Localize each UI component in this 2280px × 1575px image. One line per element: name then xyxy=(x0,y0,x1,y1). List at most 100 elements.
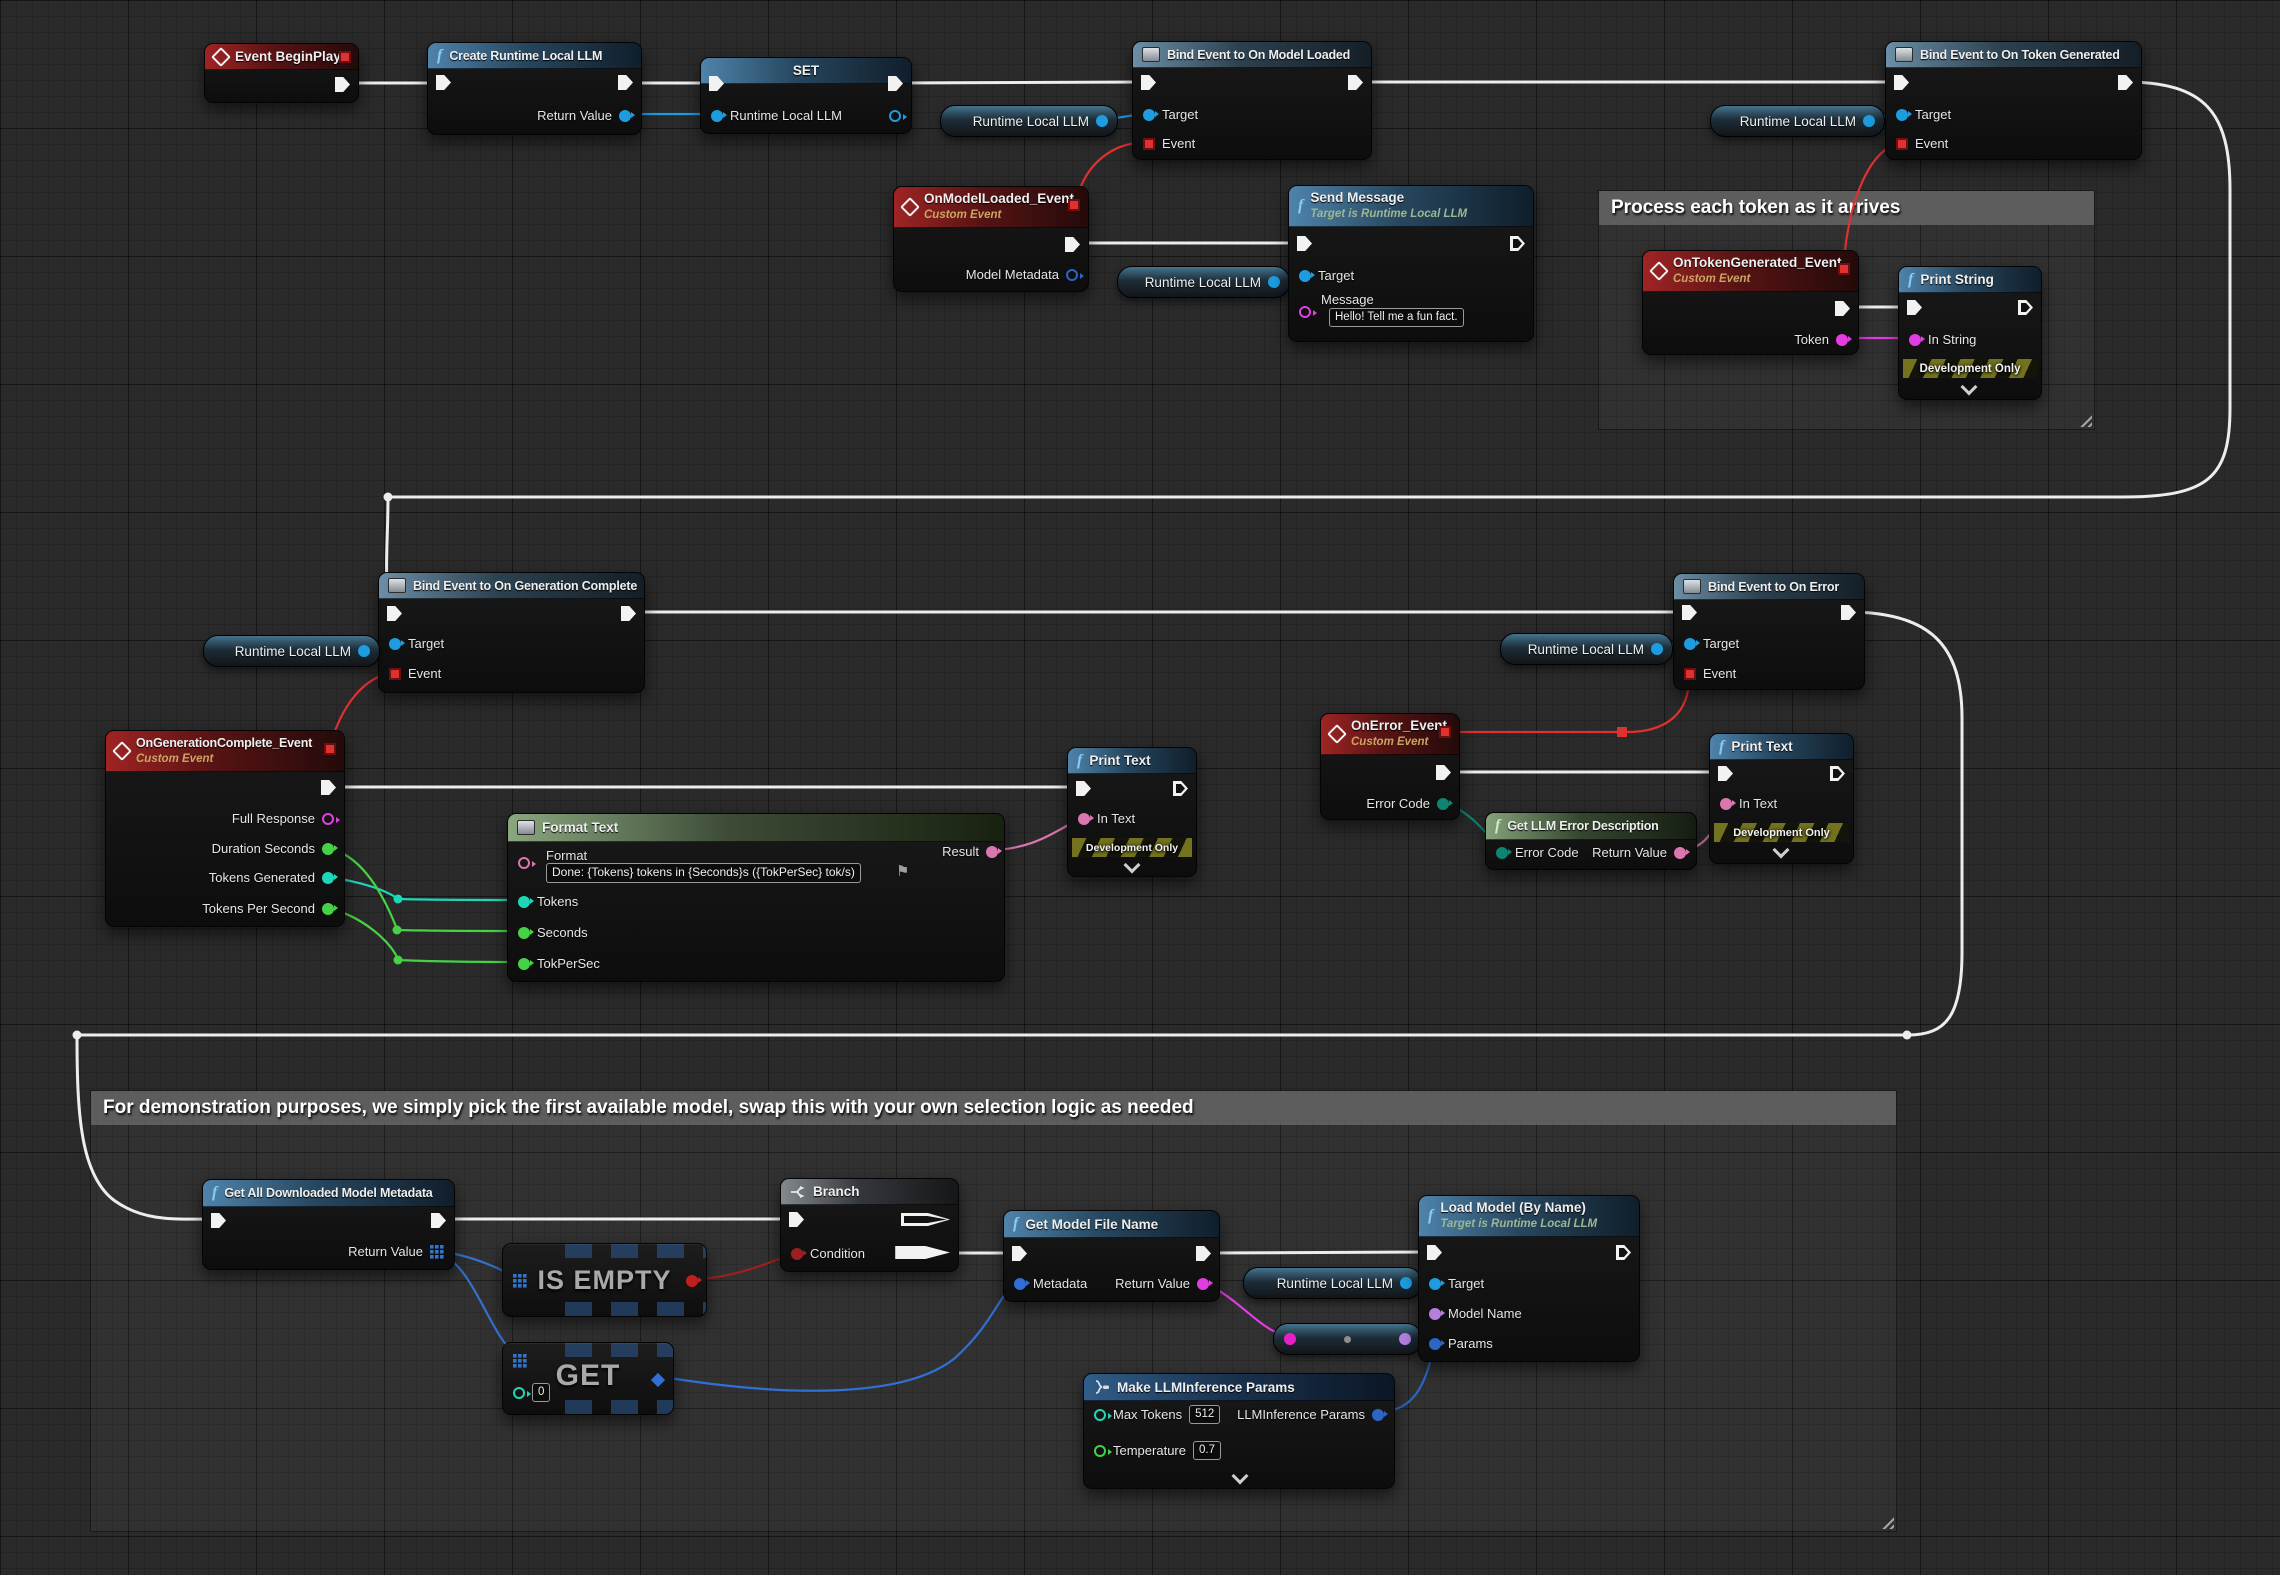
model-metadata-pin[interactable] xyxy=(1066,268,1084,281)
params-out-pin[interactable] xyxy=(1372,1408,1388,1421)
exec-out-pin[interactable] xyxy=(618,75,633,90)
exec-out-pin[interactable] xyxy=(2018,300,2033,315)
seconds-pin[interactable] xyxy=(518,926,534,939)
node-load-model-by-name[interactable]: f Load Model (By Name) Target is Runtime… xyxy=(1418,1195,1640,1362)
expand-chevron-icon[interactable] xyxy=(1960,378,1978,396)
delegate-pin[interactable] xyxy=(339,51,351,63)
name-out-pin[interactable] xyxy=(1399,1333,1411,1345)
exec-in-pin[interactable] xyxy=(1682,605,1697,620)
exec-out-pin[interactable] xyxy=(1436,765,1451,780)
reroute-node[interactable] xyxy=(383,492,393,502)
node-get-all-downloaded-model-metadata[interactable]: f Get All Downloaded Model Metadata Retu… xyxy=(202,1179,455,1270)
exec-in-pin[interactable] xyxy=(1141,75,1156,90)
event-pin[interactable] xyxy=(1684,667,1696,680)
temperature-pin[interactable] xyxy=(1094,1444,1112,1457)
node-bind-event-on-token-generated[interactable]: Bind Event to On Token Generated Target … xyxy=(1885,41,2142,160)
exec-out-pin[interactable] xyxy=(431,1213,446,1228)
event-pin[interactable] xyxy=(1896,137,1908,150)
node-onerror-event[interactable]: OnError_Event Custom Event Error Code xyxy=(1320,713,1460,820)
getter-out-pin[interactable] xyxy=(1863,115,1875,127)
getter-runtime-local-llm[interactable]: Runtime Local LLM xyxy=(1500,633,1673,665)
comment-resize-handle[interactable] xyxy=(1879,1514,1894,1529)
getter-out-pin[interactable] xyxy=(1400,1277,1412,1289)
element-out-pin[interactable] xyxy=(650,1372,666,1387)
error-code-pin[interactable] xyxy=(1437,797,1453,810)
event-pin[interactable] xyxy=(389,667,401,680)
result-pin[interactable] xyxy=(986,845,1002,858)
node-ongenerationcomplete-event[interactable]: OnGenerationComplete_Event Custom Event … xyxy=(105,730,345,927)
getter-out-pin[interactable] xyxy=(1268,276,1280,288)
exec-in-pin[interactable] xyxy=(1076,781,1091,796)
node-onmodelloaded-event[interactable]: OnModelLoaded_Event Custom Event Model M… xyxy=(893,186,1089,292)
target-pin[interactable] xyxy=(1143,108,1159,121)
token-pin[interactable] xyxy=(1836,333,1852,346)
node-array-get[interactable]: GET 0 xyxy=(502,1342,674,1415)
exec-in-pin[interactable] xyxy=(789,1212,804,1227)
localize-flag-icon[interactable]: ⚑ xyxy=(896,863,910,880)
comment-header[interactable]: Process each token as it arrives xyxy=(1599,191,2094,225)
target-pin[interactable] xyxy=(1429,1277,1445,1290)
target-pin[interactable] xyxy=(389,637,405,650)
metadata-pin[interactable] xyxy=(1014,1277,1030,1290)
getter-out-pin[interactable] xyxy=(1651,643,1663,655)
reroute-node-delegate[interactable] xyxy=(1617,727,1627,737)
node-print-text-mid[interactable]: f Print Text In Text Development Only xyxy=(1067,747,1197,877)
reroute-node[interactable] xyxy=(72,1030,82,1040)
index-value-input[interactable]: 0 xyxy=(532,1383,551,1402)
target-pin[interactable] xyxy=(1299,269,1315,282)
array-in-pin[interactable] xyxy=(513,1353,527,1368)
exec-out-pin[interactable] xyxy=(1196,1246,1211,1261)
exec-out-pin[interactable] xyxy=(1173,781,1188,796)
node-make-llminference-params[interactable]: Make LLMInference Params Max Tokens 512 L… xyxy=(1083,1373,1395,1489)
node-event-beginplay[interactable]: Event BeginPlay xyxy=(204,43,359,103)
comment-header[interactable]: For demonstration purposes, we simply pi… xyxy=(91,1091,1896,1125)
exec-out-pin[interactable] xyxy=(621,606,636,621)
target-pin[interactable] xyxy=(1684,637,1700,650)
getter-out-pin[interactable] xyxy=(1096,115,1108,127)
node-bind-event-on-generation-complete[interactable]: Bind Event to On Generation Complete Tar… xyxy=(378,572,645,693)
in-text-pin[interactable] xyxy=(1720,797,1736,810)
node-create-runtime-local-llm[interactable]: f Create Runtime Local LLM Return Value xyxy=(427,42,642,135)
exec-out-pin[interactable] xyxy=(2118,75,2133,90)
in-text-pin[interactable] xyxy=(1078,812,1094,825)
exec-in-pin[interactable] xyxy=(436,75,451,90)
getter-runtime-local-llm[interactable]: Runtime Local LLM xyxy=(1710,105,1885,137)
getter-runtime-local-llm[interactable]: Runtime Local LLM xyxy=(203,635,380,667)
return-value-pin[interactable] xyxy=(1674,846,1690,859)
node-format-text[interactable]: Format Text Format Done: {Tokens} tokens… xyxy=(507,813,1005,982)
expand-chevron-icon[interactable] xyxy=(1123,856,1141,874)
event-pin[interactable] xyxy=(1143,137,1155,150)
node-get-llm-error-description[interactable]: f Get LLM Error Description Error Code R… xyxy=(1485,812,1697,870)
exec-in-pin[interactable] xyxy=(1012,1246,1027,1261)
tokpersec-pin[interactable] xyxy=(518,957,534,970)
exec-in-pin[interactable] xyxy=(1427,1245,1442,1260)
node-print-text-right[interactable]: f Print Text In Text Development Only xyxy=(1709,733,1854,864)
true-exec-pin[interactable] xyxy=(900,1212,950,1227)
exec-out-pin[interactable] xyxy=(321,780,336,795)
array-in-pin[interactable] xyxy=(513,1273,527,1288)
reroute-node[interactable] xyxy=(393,955,403,965)
getter-runtime-local-llm[interactable]: Runtime Local LLM xyxy=(1243,1267,1422,1299)
exec-in-pin[interactable] xyxy=(709,76,724,91)
getter-runtime-local-llm[interactable]: Runtime Local LLM xyxy=(1117,266,1290,298)
max-tokens-pin[interactable] xyxy=(1094,1408,1112,1421)
reroute-node[interactable] xyxy=(393,894,403,904)
model-name-pin[interactable] xyxy=(1429,1307,1445,1320)
in-string-pin[interactable] xyxy=(1909,333,1925,346)
node-array-is-empty[interactable]: IS EMPTY xyxy=(502,1243,707,1317)
max-tokens-input[interactable]: 512 xyxy=(1189,1405,1221,1424)
string-in-pin[interactable] xyxy=(1284,1333,1296,1345)
node-ontokengenerated-event[interactable]: OnTokenGenerated_Event Custom Event Toke… xyxy=(1642,250,1859,355)
node-bind-event-on-model-loaded[interactable]: Bind Event to On Model Loaded Target Eve… xyxy=(1132,41,1372,160)
exec-out-pin[interactable] xyxy=(335,77,350,92)
return-value-pin[interactable] xyxy=(1197,1277,1213,1290)
node-set-runtime-local-llm[interactable]: SET Runtime Local LLM xyxy=(700,57,912,134)
exec-in-pin[interactable] xyxy=(211,1213,226,1228)
delegate-pin[interactable] xyxy=(1838,263,1850,275)
exec-in-pin[interactable] xyxy=(1297,236,1312,251)
message-value-input[interactable]: Hello! Tell me a fun fact. xyxy=(1329,308,1464,327)
array-pin[interactable] xyxy=(430,1244,444,1259)
tokens-per-second-pin[interactable] xyxy=(322,902,338,915)
exec-out-pin[interactable] xyxy=(1616,1245,1631,1260)
